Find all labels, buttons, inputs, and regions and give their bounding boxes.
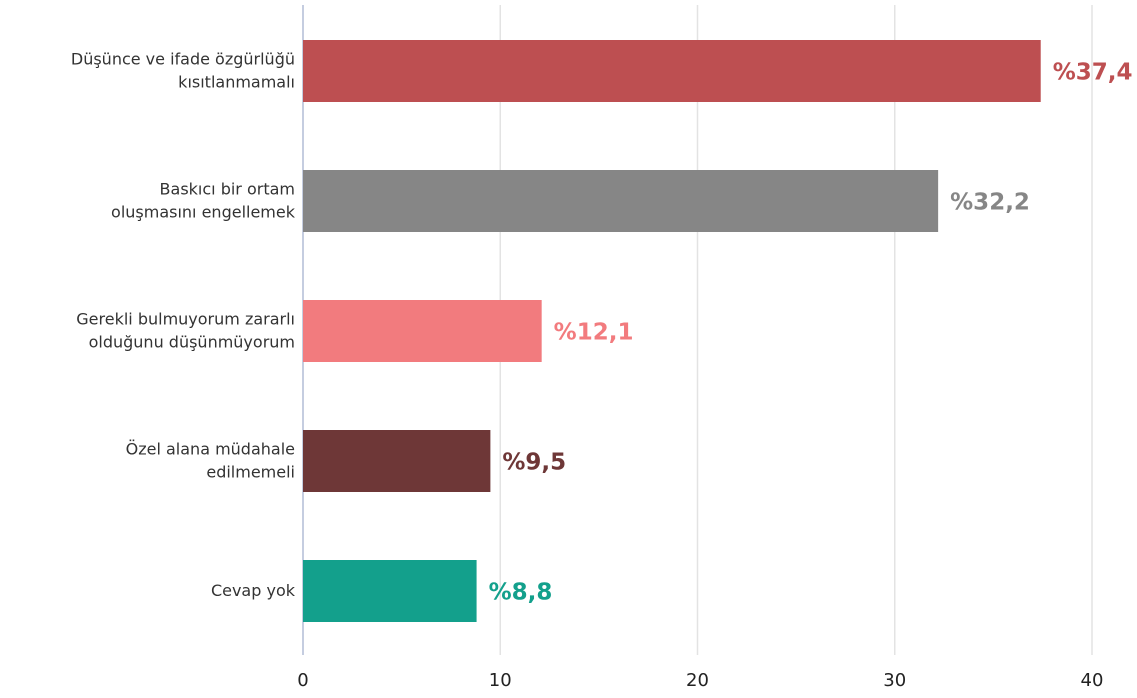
value-label: %9,5 (502, 450, 566, 476)
value-label: %32,2 (950, 190, 1030, 216)
bar (303, 430, 491, 492)
bar (303, 300, 542, 362)
value-label: %12,1 (554, 320, 634, 346)
bar (303, 560, 477, 622)
category-label: Gerekli bulmuyorum zararlı olduğunu düşün… (76, 309, 295, 351)
category-label: Baskıcı bir ortam oluşmasını engellemek (111, 179, 296, 221)
category-line: kısıtlanmamalı (178, 72, 295, 91)
value-label: %8,8 (489, 580, 553, 606)
value-label: %37,4 (1053, 60, 1133, 86)
category-line: Özel alana müdahale (126, 439, 295, 458)
category-label: Özel alana müdahale edilmemeli (126, 439, 295, 481)
bar (303, 170, 939, 232)
x-tick-label: 0 (297, 670, 308, 691)
x-tick-label: 10 (489, 670, 512, 691)
category-line: Düşünce ve ifade özgürlüğü (71, 49, 295, 68)
x-tick-label: 40 (1081, 670, 1104, 691)
category-line: olduğunu düşünmüyorum (89, 332, 295, 351)
x-tick-label: 30 (883, 670, 906, 691)
bar (303, 40, 1041, 102)
category-line: Baskıcı bir ortam (160, 179, 295, 198)
category-label: Cevap yok (211, 581, 296, 600)
category-label: Düşünce ve ifade özgürlüğü kısıtlanmamalı (71, 49, 295, 91)
x-tick-label: 20 (686, 670, 709, 691)
category-line: Gerekli bulmuyorum zararlı (76, 309, 295, 328)
category-line: oluşmasını engellemek (111, 202, 296, 221)
category-line: edilmemeli (206, 462, 295, 481)
category-line: Cevap yok (211, 581, 296, 600)
